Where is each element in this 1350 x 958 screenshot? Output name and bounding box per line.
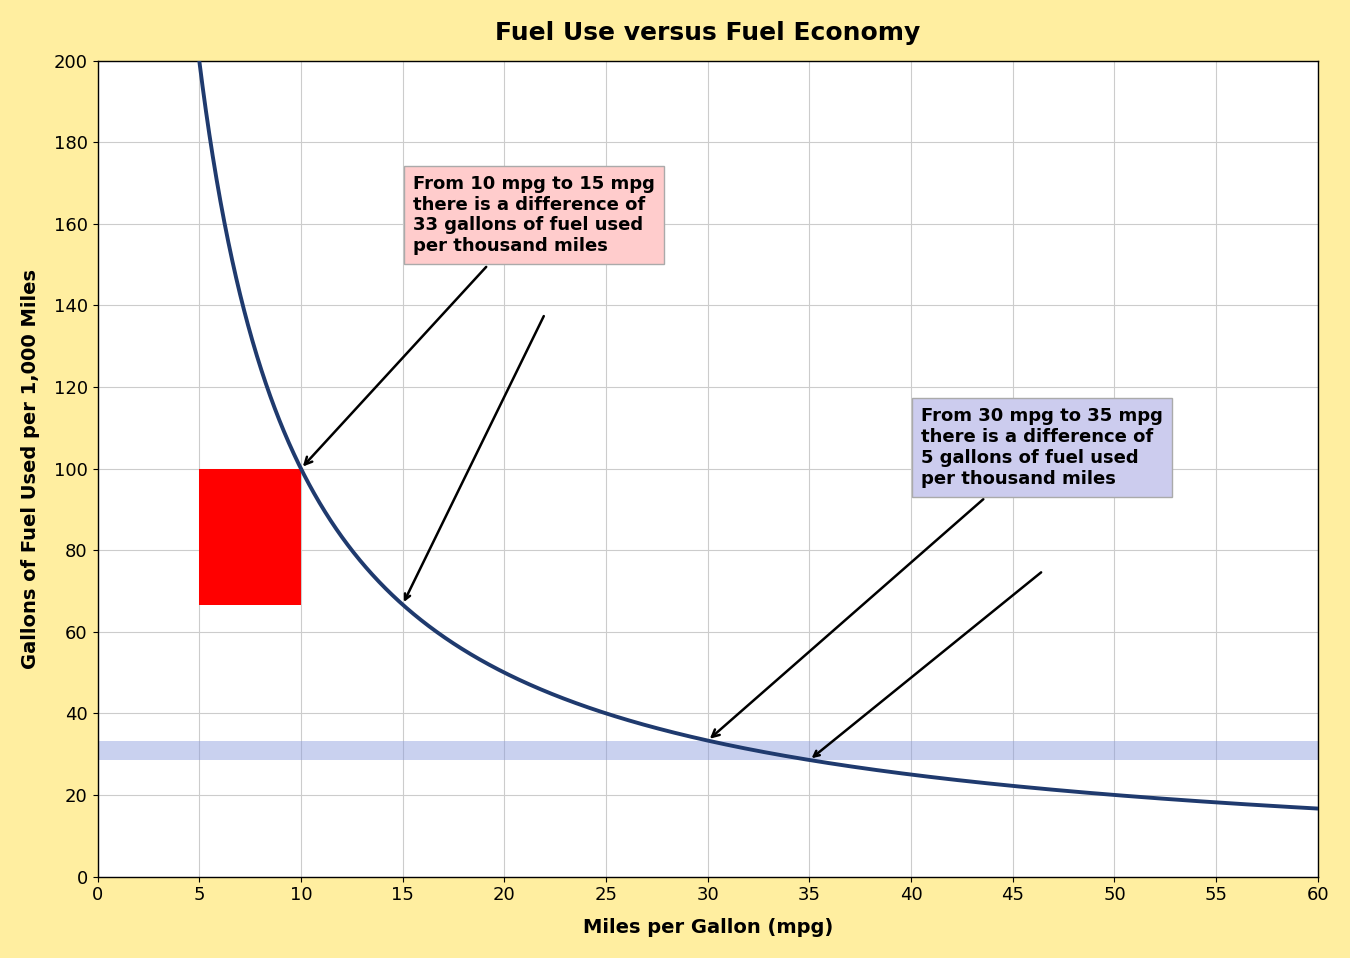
Bar [200, 468, 301, 604]
Text: From 10 mpg to 15 mpg
there is a difference of
33 gallons of fuel used
per thous: From 10 mpg to 15 mpg there is a differe… [305, 175, 655, 465]
Title: Fuel Use versus Fuel Economy: Fuel Use versus Fuel Economy [495, 21, 921, 45]
X-axis label: Miles per Gallon (mpg): Miles per Gallon (mpg) [583, 918, 833, 937]
Text: From 30 mpg to 35 mpg
there is a difference of
5 gallons of fuel used
per thousa: From 30 mpg to 35 mpg there is a differe… [711, 407, 1164, 737]
Bar [97, 741, 1318, 760]
Y-axis label: Gallons of Fuel Used per 1,000 Miles: Gallons of Fuel Used per 1,000 Miles [20, 268, 40, 669]
